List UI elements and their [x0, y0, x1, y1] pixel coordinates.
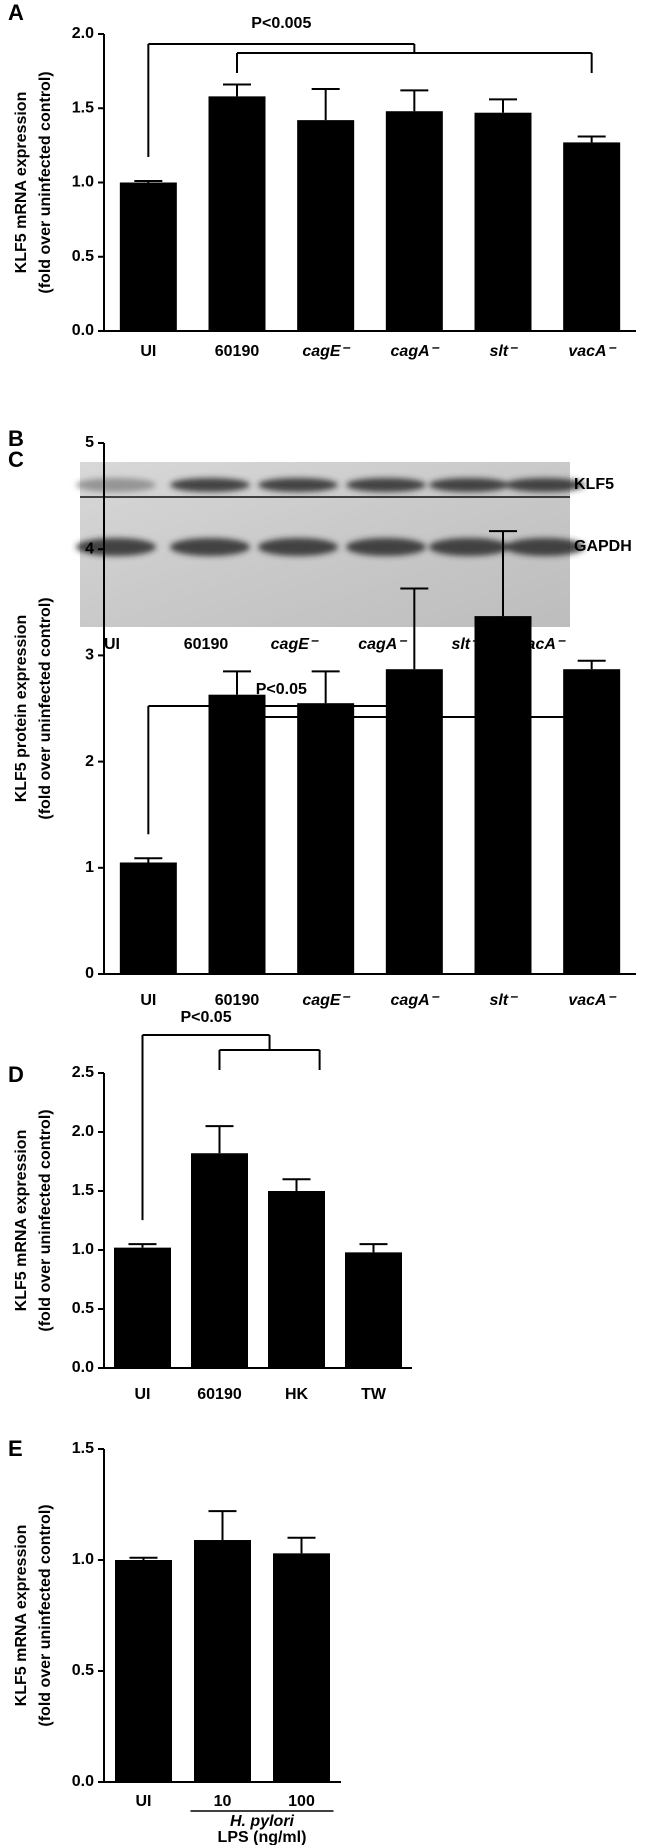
panel-letter: D: [8, 1062, 24, 1087]
blot-band: [505, 538, 585, 556]
y-tick-label: 0.0: [72, 1773, 94, 1790]
x-tick-label: 60190: [215, 343, 260, 360]
y-tick-label: 2.5: [72, 1064, 94, 1081]
blot-band: [346, 538, 426, 556]
x-tick-label: vacA⁻: [568, 343, 616, 360]
y-tick-label: 0.5: [72, 248, 94, 265]
bar: [208, 694, 266, 974]
x-tick-label: cagE⁻: [302, 343, 350, 360]
blot-band: [429, 538, 509, 556]
y-tick-label: 1.0: [72, 1241, 94, 1258]
y-tick-label: 4: [85, 540, 94, 557]
y-tick-label: 1.5: [72, 99, 94, 116]
x-tick-label: cagE⁻: [302, 992, 350, 1009]
annotation: P<0.005: [251, 15, 311, 32]
x-tick-label: UI: [135, 1386, 151, 1403]
bar: [474, 112, 532, 331]
y-axis-label: KLF5 mRNA expression: [13, 1130, 30, 1312]
bar: [345, 1252, 402, 1368]
x-tick-label: vacA⁻: [568, 992, 616, 1009]
y-tick-label: 1: [85, 859, 94, 876]
lane-label: cagA⁻: [358, 636, 407, 653]
bar: [474, 616, 532, 974]
bar: [114, 1247, 171, 1368]
x-tick-label: 60190: [197, 1386, 242, 1403]
group-label: LPS (ng/ml): [218, 1829, 307, 1845]
lane-label: cagE⁻: [271, 636, 319, 653]
blot-band: [76, 478, 156, 492]
lane-label: 60190: [184, 636, 229, 653]
y-tick-label: 1.0: [72, 1551, 94, 1568]
bar: [208, 96, 266, 332]
x-tick-label: slt⁻: [489, 343, 518, 360]
blot-band: [76, 538, 156, 556]
y-axis-label: KLF5 mRNA expression: [13, 1525, 30, 1707]
bar: [385, 111, 443, 331]
y-axis-label: (fold over uninfected control): [37, 1109, 54, 1331]
y-axis-label: KLF5 protein expression: [13, 615, 30, 803]
y-tick-label: 0.0: [72, 1359, 94, 1376]
x-tick-label: cagA⁻: [391, 992, 440, 1009]
lane-label: slt⁻: [451, 636, 480, 653]
bar: [115, 1560, 172, 1782]
y-tick-label: 1.5: [72, 1182, 94, 1199]
x-tick-label: HK: [285, 1386, 309, 1403]
y-tick-label: 2.0: [72, 25, 94, 42]
bar: [119, 182, 177, 331]
x-tick-label: 60190: [215, 992, 260, 1009]
blot-band: [429, 478, 509, 492]
annotation: P<0.05: [180, 1009, 231, 1026]
x-tick-label: UI: [136, 1793, 152, 1810]
y-axis-label: (fold over uninfected control): [37, 71, 54, 293]
lane-label: UI: [104, 636, 120, 653]
x-tick-label: UI: [140, 992, 156, 1009]
bar: [297, 120, 355, 331]
bar: [194, 1540, 251, 1782]
x-tick-label: UI: [140, 343, 156, 360]
blot-band: [170, 478, 250, 492]
y-axis-label: (fold over uninfected control): [37, 1504, 54, 1726]
bar: [563, 142, 621, 331]
panel-letter: A: [8, 0, 24, 25]
y-tick-label: 3: [85, 647, 94, 664]
y-tick-label: 0: [85, 965, 94, 982]
y-tick-label: 0.0: [72, 322, 94, 339]
y-tick-label: 2: [85, 753, 94, 770]
band-label: GAPDH: [574, 538, 632, 555]
blot-bands: [76, 478, 585, 556]
bar: [119, 862, 177, 974]
y-axis-label: KLF5 mRNA expression: [13, 92, 30, 274]
bar: [385, 669, 443, 974]
bar: [297, 703, 355, 974]
y-tick-label: 2.0: [72, 1123, 94, 1140]
blot-band: [505, 478, 585, 492]
blot-band: [346, 478, 426, 492]
blot-band: [258, 478, 338, 492]
y-tick-label: 5: [85, 434, 94, 451]
panel-letter: B: [8, 426, 24, 451]
x-tick-label: TW: [361, 1386, 387, 1403]
panel-letter: C: [8, 447, 24, 472]
blot-band: [258, 538, 338, 556]
annotation: P<0.05: [256, 681, 307, 698]
x-tick-label: 100: [288, 1793, 315, 1810]
panel-letter: E: [8, 1436, 23, 1461]
y-tick-label: 1.0: [72, 174, 94, 191]
bar: [563, 669, 621, 974]
bar: [273, 1553, 330, 1782]
blot-band: [170, 538, 250, 556]
bar: [268, 1191, 325, 1368]
y-tick-label: 0.5: [72, 1300, 94, 1317]
x-tick-label: cagA⁻: [391, 343, 440, 360]
x-tick-label: 10: [214, 1793, 232, 1810]
y-tick-label: 1.5: [72, 1440, 94, 1457]
y-axis-label: (fold over uninfected control): [37, 597, 54, 819]
group-label: H. pylori: [230, 1813, 295, 1830]
bar: [191, 1153, 248, 1368]
band-label: KLF5: [574, 476, 614, 493]
x-tick-label: slt⁻: [489, 992, 518, 1009]
y-tick-label: 0.5: [72, 1662, 94, 1679]
